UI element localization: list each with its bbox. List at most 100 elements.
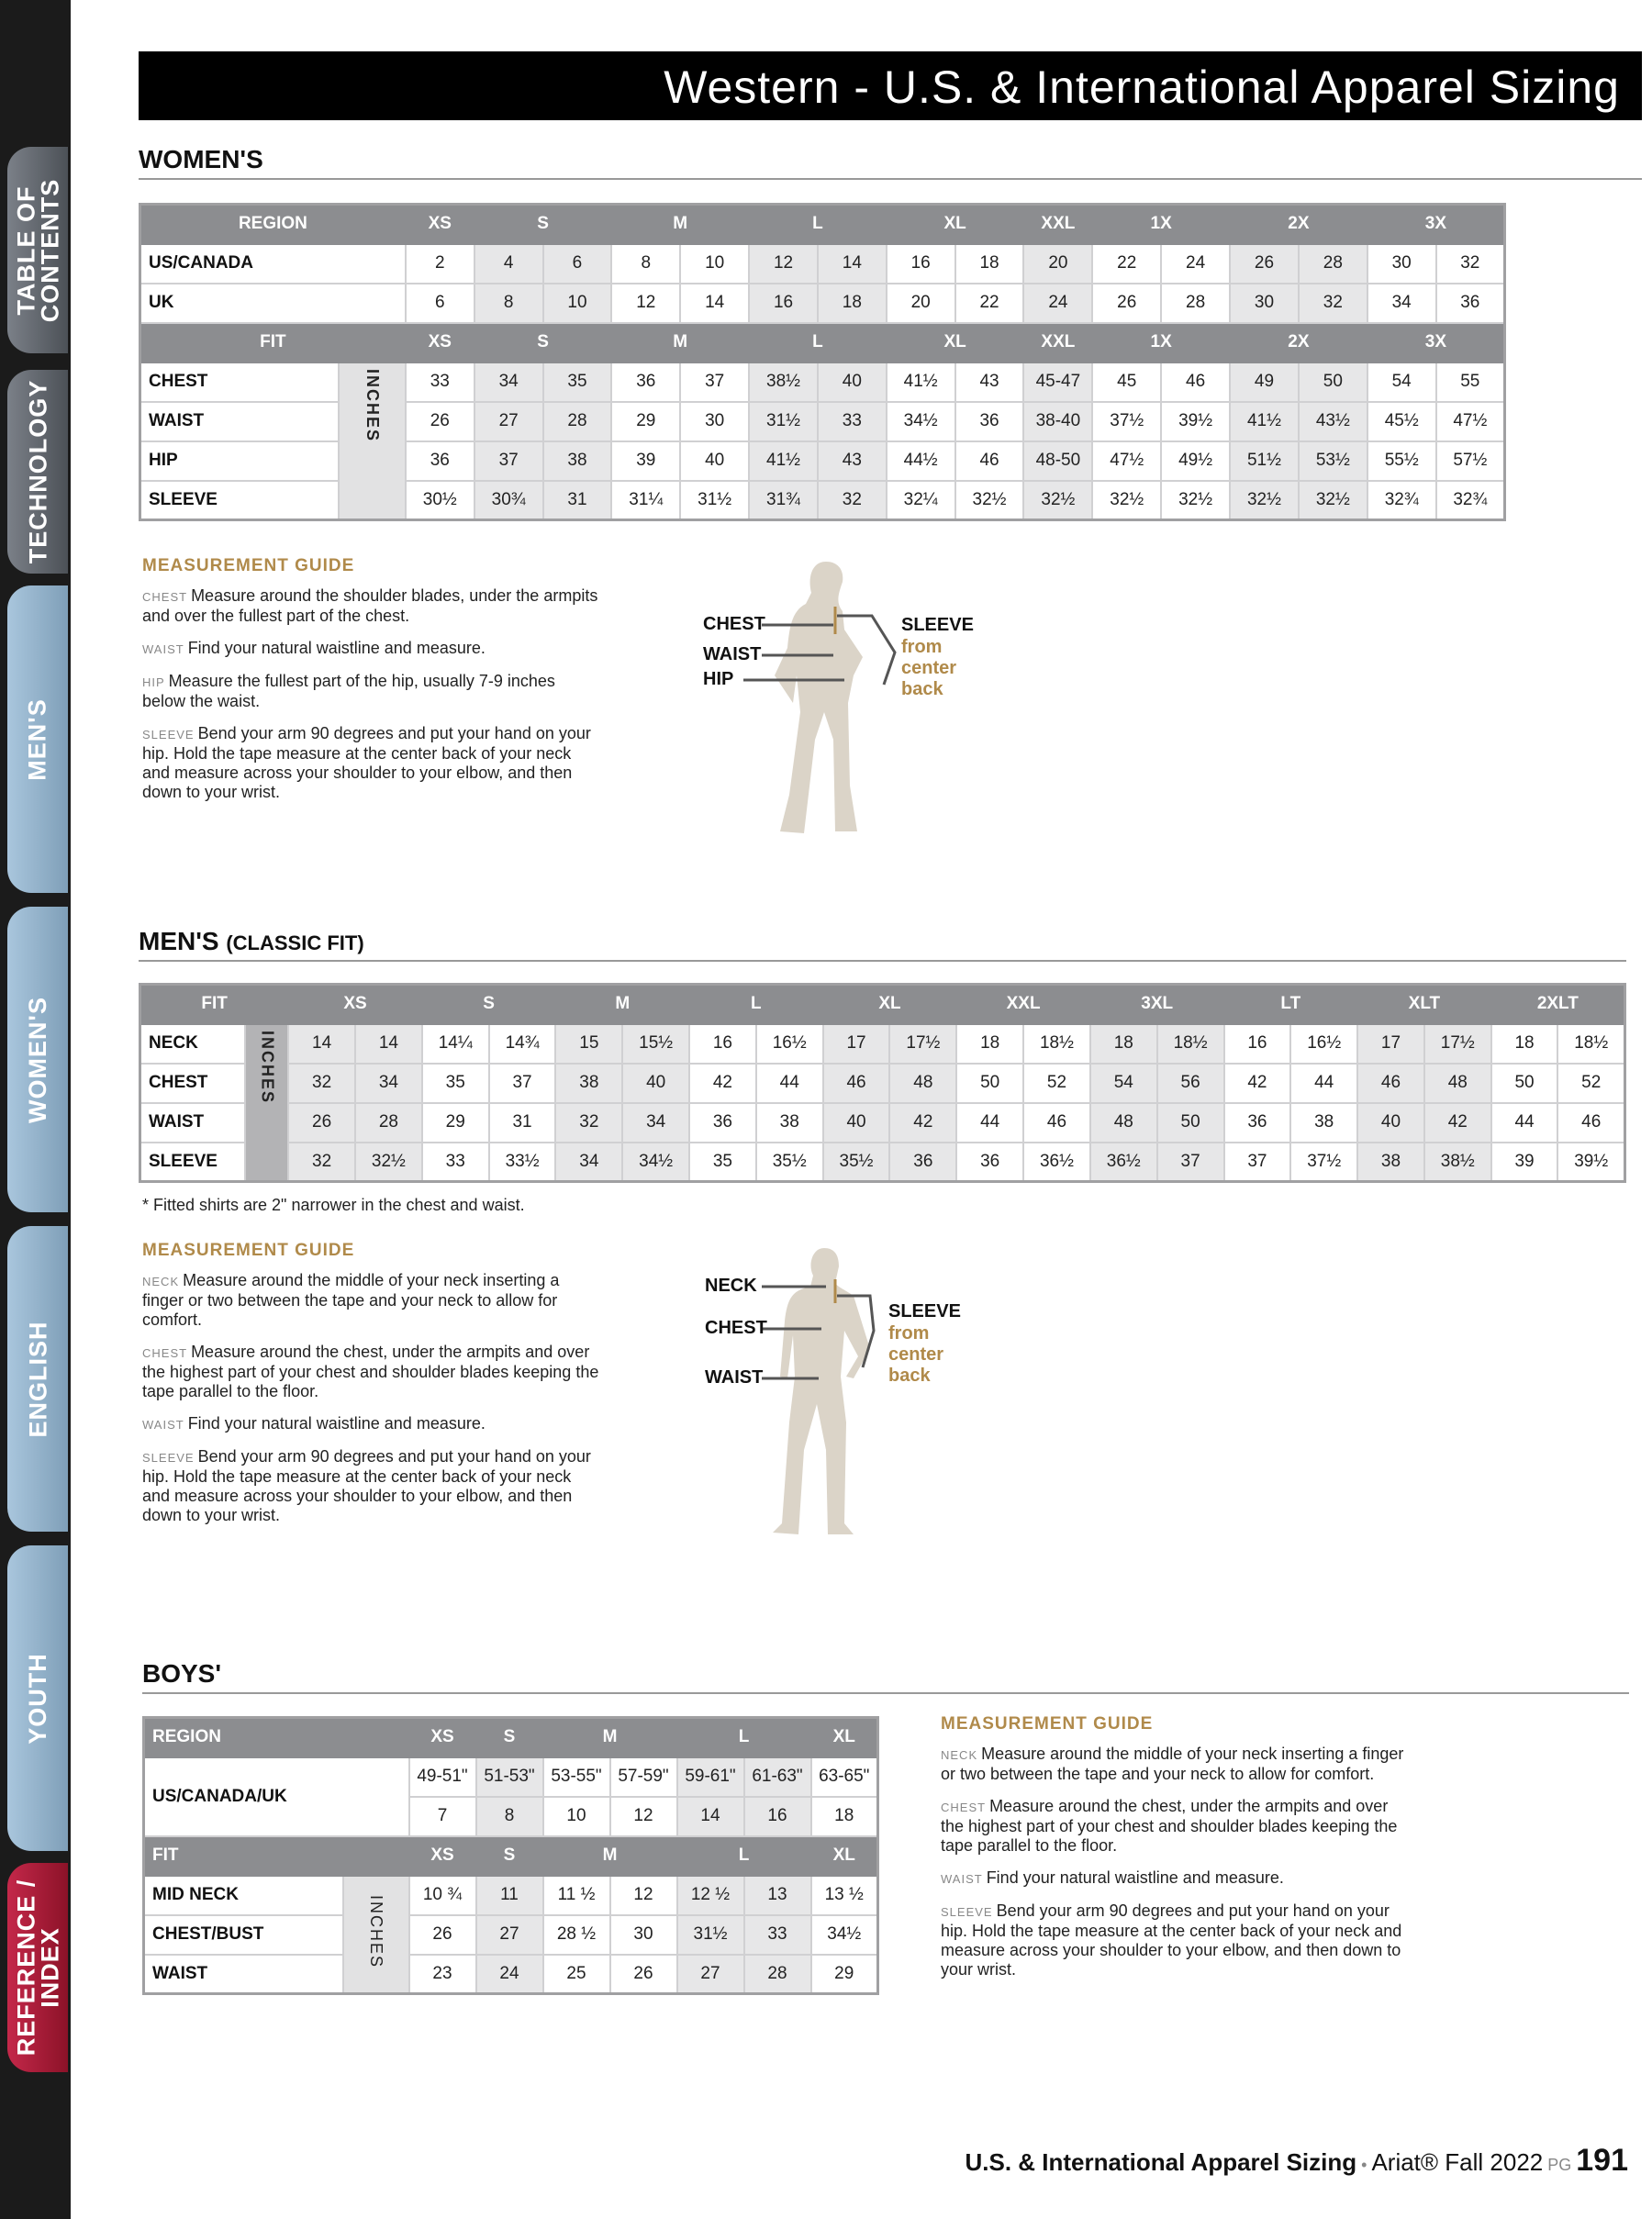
size-header-m: M: [554, 983, 691, 1025]
size-value: 54: [1088, 1062, 1158, 1104]
size-value: 18½: [1557, 1022, 1626, 1065]
size-value: 31¾: [748, 479, 819, 521]
size-value: 36: [955, 1141, 1025, 1183]
size-value: 13 ½: [809, 1874, 879, 1916]
size-value: 33: [742, 1913, 812, 1956]
size-value: 50: [1155, 1101, 1225, 1143]
sidebar-tab-men-s[interactable]: MEN'S: [7, 585, 68, 893]
size-header-xs: XS: [407, 1834, 477, 1877]
size-value: 31¼: [610, 479, 682, 521]
page-title: Western - U.S. & International Apparel S…: [139, 51, 1642, 120]
mens-size-table: FIT XS S M L XL XXL 3XL LT XLT 2XLT NECK INCHES 14 14 1…: [139, 983, 1626, 1183]
mens-subheading: (CLASSIC FIT): [226, 931, 364, 954]
size-value: 14: [353, 1022, 423, 1065]
sidebar-tab-label: TECHNOLOGY: [24, 379, 52, 564]
size-value: 32½: [353, 1141, 423, 1183]
figure-label-waist: WAIST: [705, 1367, 764, 1388]
size-value: 12 ½: [675, 1874, 745, 1916]
size-value: 59-61": [675, 1756, 745, 1798]
size-value: 36: [1222, 1101, 1292, 1143]
table-row: US/CANADA 2 4 6 8 10 12 14 16 18 20 22 24 26 28 30 32: [139, 242, 1506, 284]
size-value: 8: [610, 242, 682, 284]
sleeve-note: from center back: [888, 1323, 944, 1386]
size-value: 36: [954, 400, 1025, 442]
size-value: 34: [554, 1141, 624, 1183]
size-value: 48-50: [1022, 440, 1094, 482]
size-value: 29: [420, 1101, 490, 1143]
sidebar-tab-technology[interactable]: TECHNOLOGY: [7, 370, 68, 574]
size-value: 7: [407, 1795, 477, 1837]
size-value: 28: [742, 1953, 812, 1995]
size-value: 20: [1022, 242, 1094, 284]
size-value: 32¼: [885, 479, 956, 521]
sidebar-tab-english[interactable]: ENGLISH: [7, 1226, 68, 1532]
guide-text: Measure around the middle of your neck i…: [142, 1271, 560, 1329]
size-value: 34½: [621, 1141, 691, 1183]
size-value: 46: [821, 1062, 891, 1104]
size-value: 10: [541, 282, 613, 324]
guide-item: SLEEVE Bend your arm 90 degrees and put y…: [142, 1447, 601, 1525]
sidebar-tab-table-of-contents[interactable]: TABLE OF CONTENTS: [7, 147, 68, 353]
womens-size-table: REGION XS S M L XL XXL 1X 2X 3X US/CANADA 2 4 6 8 10 12 1…: [139, 203, 1506, 521]
size-value: 38½: [1423, 1141, 1492, 1183]
size-value: 33: [420, 1141, 490, 1183]
size-value: 28: [541, 400, 613, 442]
row-label: WAIST: [139, 400, 340, 442]
guide-item: CHEST Measure around the shoulder blades,…: [142, 586, 601, 626]
size-value: 22: [1091, 242, 1163, 284]
guide-key: WAIST: [142, 1418, 184, 1432]
size-header-s: S: [473, 321, 613, 363]
size-header-xxl: XXL: [955, 983, 1091, 1025]
size-value: 37½: [1289, 1141, 1359, 1183]
size-value: 29: [809, 1953, 879, 1995]
guide-key: SLEEVE: [142, 1451, 195, 1465]
size-value: 53½: [1297, 440, 1368, 482]
size-header-xl: XL: [821, 983, 958, 1025]
footer-brand: Ariat® Fall 2022: [1371, 2148, 1544, 2176]
silhouette-icon: [743, 562, 897, 833]
guide-item: CHEST Measure around the chest, under the…: [142, 1343, 601, 1401]
size-value: 32½: [1160, 479, 1232, 521]
size-value: 26: [1091, 282, 1163, 324]
sidebar-tab-youth[interactable]: YOUTH: [7, 1545, 68, 1851]
row-label: CHEST: [139, 1062, 247, 1104]
size-header-2x: 2X: [1229, 321, 1368, 363]
womens-heading-text: WOMEN'S: [139, 145, 263, 173]
size-value: 50: [1297, 361, 1368, 403]
size-value: 18: [809, 1795, 879, 1837]
size-value: 14¼: [420, 1022, 490, 1065]
size-value: 47½: [1091, 440, 1163, 482]
size-value: 36: [888, 1141, 958, 1183]
size-value: 16: [688, 1022, 757, 1065]
size-value: 12: [748, 242, 819, 284]
size-header-m: M: [541, 1834, 678, 1877]
size-value: 24: [1160, 242, 1232, 284]
size-value: 27: [474, 1913, 544, 1956]
size-value: 30: [608, 1913, 678, 1956]
size-value: 35: [541, 361, 613, 403]
inches-label: INCHES: [341, 1874, 410, 1995]
size-value: 37: [487, 1062, 557, 1104]
row-label: SLEEVE: [139, 1141, 247, 1183]
size-value: 38½: [748, 361, 819, 403]
sidebar-tab-women-s[interactable]: WOMEN'S: [7, 907, 68, 1212]
size-value: 28: [1297, 242, 1368, 284]
table-row: MID NECK INCHES 10 ¾ 11 11 ½ 12 12 ½ 13 13 ½: [142, 1874, 879, 1995]
size-value: 57½: [1434, 440, 1506, 482]
size-value: 50: [1490, 1062, 1559, 1104]
size-value: 27: [675, 1953, 745, 1995]
guide-item: WAIST Find your natural waistline and mea…: [142, 1414, 601, 1434]
sidebar-tab-reference-index[interactable]: REFERENCE / INDEX: [7, 1863, 68, 2072]
size-value: 14¾: [487, 1022, 557, 1065]
size-value: 16½: [754, 1022, 824, 1065]
size-header-m: M: [610, 321, 751, 363]
header-label: REGION: [142, 1716, 410, 1758]
size-value: 49: [1229, 361, 1300, 403]
header-row: REGION XS S M L XL XXL 1X 2X 3X: [139, 203, 1506, 245]
size-value: 4: [473, 242, 544, 284]
guide-key: NECK: [941, 1748, 978, 1762]
header-row: FIT XS S M L XL XXL 3XL LT XLT 2XLT: [139, 983, 1626, 1025]
size-value: 38: [541, 440, 613, 482]
size-value: 34½: [885, 400, 956, 442]
row-label: HIP: [139, 440, 340, 482]
